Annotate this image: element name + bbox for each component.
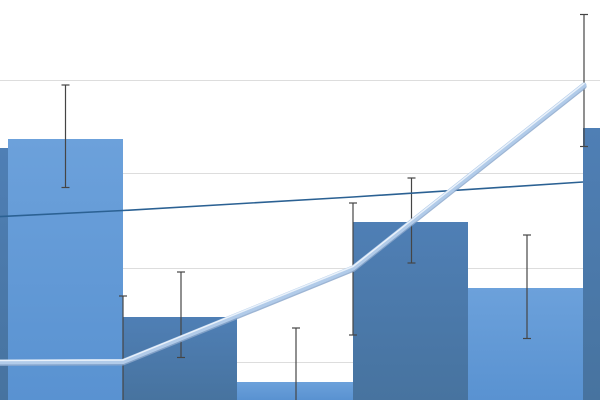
column-bar[interactable] xyxy=(0,148,8,400)
line-series-thick-highlight xyxy=(0,82,585,362)
line-series-thick[interactable] xyxy=(0,82,587,365)
column-bar[interactable] xyxy=(123,317,237,400)
column-bar[interactable] xyxy=(237,382,353,400)
line-series-thin[interactable] xyxy=(0,181,584,218)
column-bar[interactable] xyxy=(468,288,583,400)
column-bar[interactable] xyxy=(583,128,600,400)
column-bar[interactable] xyxy=(353,222,468,400)
